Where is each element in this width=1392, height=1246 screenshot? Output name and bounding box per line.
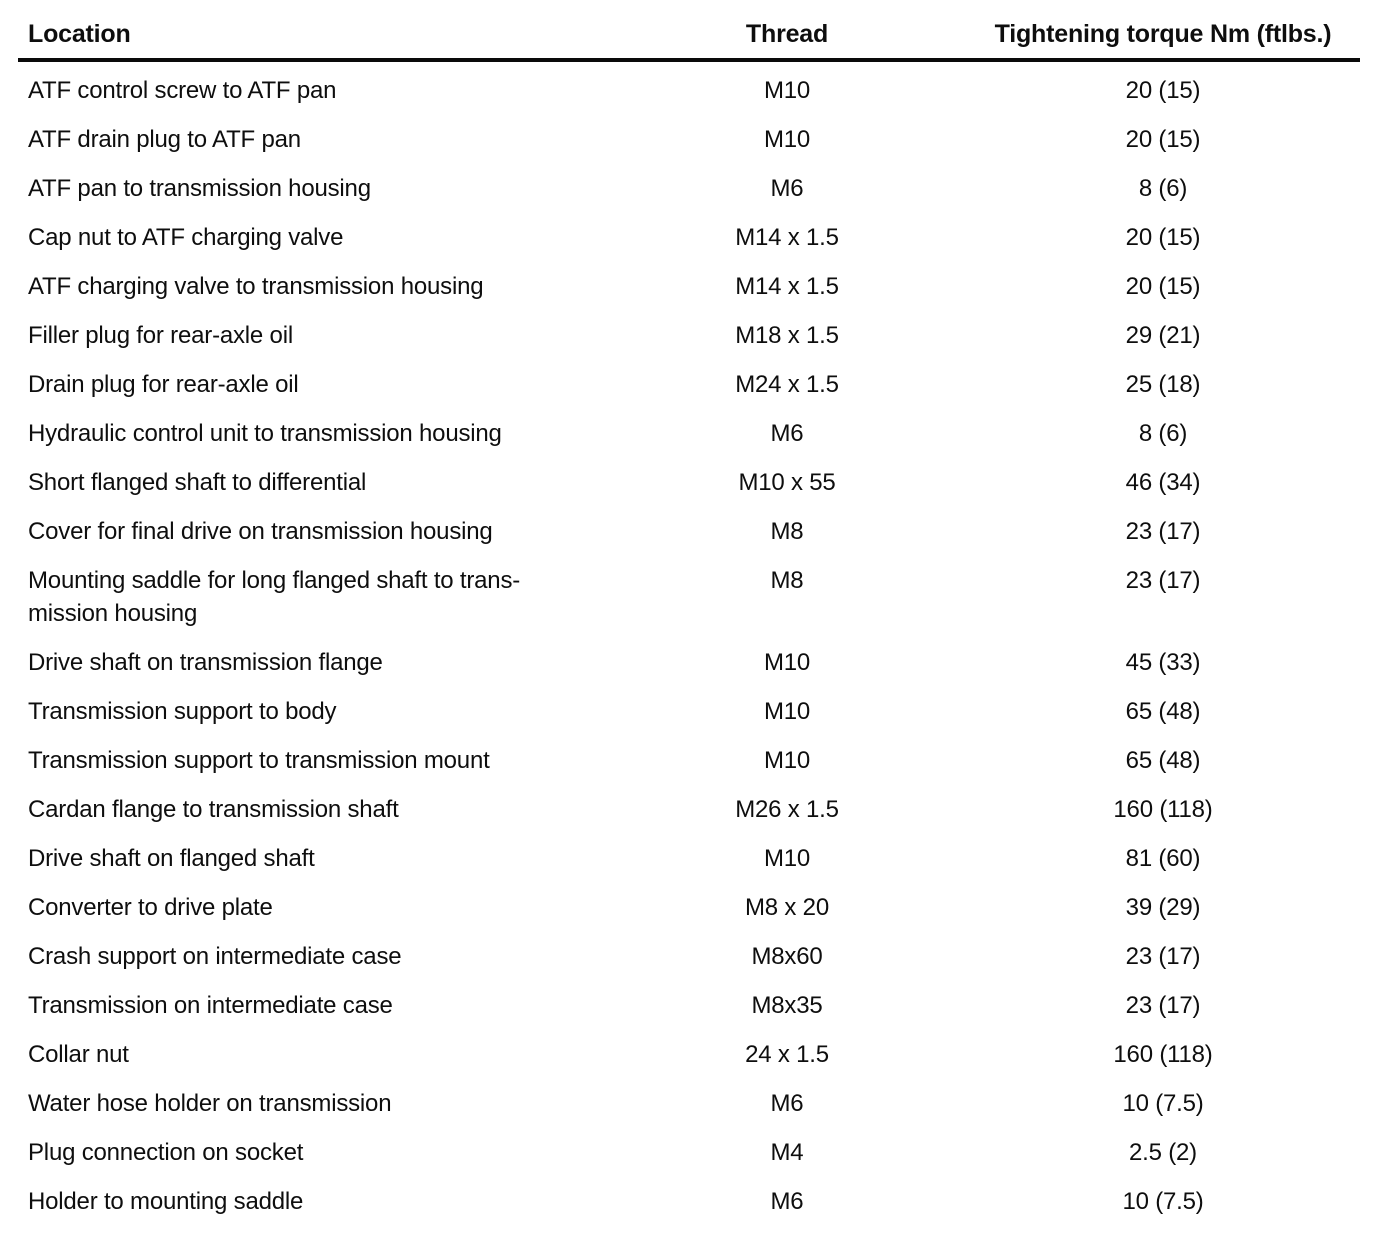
torque-cell: 20 (15) [1125, 77, 1201, 104]
torque-cell: 20 (15) [1125, 273, 1201, 300]
location-cell: Converter to drive plate [28, 894, 273, 921]
torque-cell: 20 (15) [1125, 224, 1201, 251]
thread-cell: M10 [763, 747, 811, 774]
thread-cell: M8x35 [751, 992, 823, 1019]
table-row: ATF charging valve to transmission housi… [18, 262, 1360, 311]
location-cell: Transmission support to body [28, 698, 337, 725]
torque-cell: 23 (17) [1125, 943, 1201, 970]
location-cell: Drain plug for rear-axle oil [28, 371, 299, 398]
torque-spec-table: Location Thread Tightening torque Nm (ft… [18, 0, 1360, 1226]
thread-cell: M14 x 1.5 [735, 224, 839, 251]
location-cell: Plug connection on socket [28, 1139, 304, 1166]
table-row: Cardan flange to transmission shaft M26 … [18, 785, 1360, 834]
thread-cell: M8 [770, 567, 804, 594]
location-cell: Transmission support to transmission mou… [28, 747, 490, 774]
table-row: Transmission support to transmission mou… [18, 736, 1360, 785]
torque-cell: 20 (15) [1125, 126, 1201, 153]
column-header-thread: Thread [608, 0, 966, 62]
thread-cell: M26 x 1.5 [735, 796, 839, 823]
column-header-location: Location [18, 0, 608, 62]
table-row: Drive shaft on transmission flange M10 4… [18, 638, 1360, 687]
thread-cell: M4 [770, 1139, 804, 1166]
table-row: Transmission on intermediate case M8x35 … [18, 981, 1360, 1030]
location-cell: Cover for final drive on transmission ho… [28, 518, 493, 545]
torque-cell: 160 (118) [1113, 1041, 1213, 1068]
table-row: Crash support on intermediate case M8x60… [18, 932, 1360, 981]
torque-cell: 45 (33) [1125, 649, 1201, 676]
thread-cell: M18 x 1.5 [735, 322, 839, 349]
thread-cell: M8 [770, 518, 804, 545]
table-row: Collar nut 24 x 1.5 160 (118) [18, 1030, 1360, 1079]
torque-cell: 65 (48) [1125, 698, 1201, 725]
thread-cell: M6 [770, 175, 804, 202]
torque-cell: 23 (17) [1125, 992, 1201, 1019]
location-cell: Filler plug for rear-axle oil [28, 322, 293, 349]
thread-cell: M10 x 55 [738, 469, 836, 496]
thread-cell: M8x60 [751, 943, 823, 970]
thread-cell: M6 [770, 420, 804, 447]
thread-cell: 24 x 1.5 [745, 1041, 829, 1068]
thread-cell: M6 [770, 1188, 804, 1215]
table-row: Cover for final drive on transmission ho… [18, 507, 1360, 556]
location-cell: Holder to mounting saddle [28, 1188, 304, 1215]
torque-cell: 65 (48) [1125, 747, 1201, 774]
location-cell: ATF charging valve to transmission housi… [28, 273, 484, 300]
thread-cell: M8 x 20 [745, 894, 829, 921]
location-cell: ATF drain plug to ATF pan [28, 126, 301, 153]
table-row: ATF pan to transmission housing M6 8 (6) [18, 164, 1360, 213]
thread-cell: M10 [763, 845, 811, 872]
torque-cell: 25 (18) [1125, 371, 1201, 398]
table-row: Holder to mounting saddle M6 10 (7.5) [18, 1177, 1360, 1226]
thread-cell: M10 [763, 77, 811, 104]
table-row: Hydraulic control unit to transmission h… [18, 409, 1360, 458]
location-cell: ATF control screw to ATF pan [28, 77, 337, 104]
table-row: Cap nut to ATF charging valve M14 x 1.5 … [18, 213, 1360, 262]
location-cell: Mounting saddle for long flanged shaft t… [28, 567, 521, 627]
table-row: Mounting saddle for long flanged shaft t… [18, 556, 1360, 638]
torque-cell: 39 (29) [1125, 894, 1201, 921]
location-cell: Transmission on intermediate case [28, 992, 393, 1019]
table-row: Drive shaft on flanged shaft M10 81 (60) [18, 834, 1360, 883]
location-cell: Water hose holder on transmission [28, 1090, 392, 1117]
location-cell: Drive shaft on transmission flange [28, 649, 383, 676]
location-cell: Cap nut to ATF charging valve [28, 224, 344, 251]
thread-cell: M10 [763, 649, 811, 676]
table-body: ATF control screw to ATF pan M10 20 (15)… [18, 60, 1360, 1226]
location-cell: Short flanged shaft to differential [28, 469, 367, 496]
thread-cell: M10 [763, 126, 811, 153]
location-cell: Hydraulic control unit to transmission h… [28, 420, 502, 447]
thread-cell: M10 [763, 698, 811, 725]
torque-cell: 81 (60) [1125, 845, 1201, 872]
table-row: Drain plug for rear-axle oil M24 x 1.5 2… [18, 360, 1360, 409]
table-row: Short flanged shaft to differential M10 … [18, 458, 1360, 507]
table-header-row: Location Thread Tightening torque Nm (ft… [18, 0, 1360, 62]
table-row: ATF control screw to ATF pan M10 20 (15) [18, 60, 1360, 115]
torque-cell: 10 (7.5) [1122, 1188, 1204, 1215]
thread-cell: M14 x 1.5 [735, 273, 839, 300]
location-cell: ATF pan to transmission housing [28, 175, 371, 202]
torque-cell: 23 (17) [1125, 518, 1201, 545]
torque-cell: 160 (118) [1113, 796, 1213, 823]
table-row: Converter to drive plate M8 x 20 39 (29) [18, 883, 1360, 932]
location-cell: Collar nut [28, 1041, 129, 1068]
table-row: Plug connection on socket M4 2.5 (2) [18, 1128, 1360, 1177]
torque-cell: 23 (17) [1125, 567, 1201, 594]
thread-cell: M6 [770, 1090, 804, 1117]
location-cell: Cardan flange to transmission shaft [28, 796, 399, 823]
torque-cell: 29 (21) [1125, 322, 1201, 349]
torque-cell: 46 (34) [1125, 469, 1201, 496]
thread-cell: M24 x 1.5 [735, 371, 839, 398]
table-row: Filler plug for rear-axle oil M18 x 1.5 … [18, 311, 1360, 360]
table-row: ATF drain plug to ATF pan M10 20 (15) [18, 115, 1360, 164]
torque-cell: 8 (6) [1138, 420, 1188, 447]
torque-cell: 2.5 (2) [1129, 1139, 1197, 1166]
torque-cell: 10 (7.5) [1122, 1090, 1204, 1117]
table-row: Transmission support to body M10 65 (48) [18, 687, 1360, 736]
table-row: Water hose holder on transmission M6 10 … [18, 1079, 1360, 1128]
location-cell: Drive shaft on flanged shaft [28, 845, 315, 872]
location-cell: Crash support on intermediate case [28, 943, 402, 970]
torque-cell: 8 (6) [1138, 175, 1188, 202]
column-header-torque: Tightening torque Nm (ftlbs.) [966, 0, 1360, 62]
